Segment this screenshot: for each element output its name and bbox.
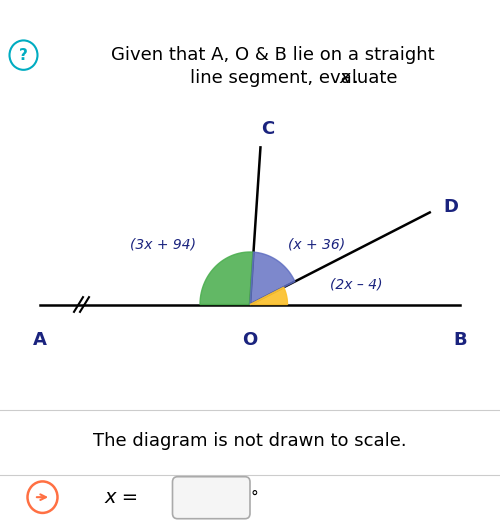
Text: C: C [262, 120, 274, 138]
Text: D: D [444, 198, 459, 216]
Text: line segment, evaluate: line segment, evaluate [190, 69, 403, 87]
Text: x =: x = [105, 488, 139, 507]
Text: .: . [352, 69, 358, 87]
Polygon shape [200, 252, 254, 304]
Text: O: O [242, 331, 258, 349]
Text: A: A [33, 331, 47, 349]
Text: (x + 36): (x + 36) [288, 237, 344, 251]
FancyBboxPatch shape [172, 477, 250, 519]
Polygon shape [250, 252, 295, 304]
Text: (3x + 94): (3x + 94) [130, 237, 196, 251]
Polygon shape [250, 287, 288, 304]
Text: ?: ? [19, 48, 28, 62]
Text: (2x – 4): (2x – 4) [330, 278, 382, 291]
Text: °: ° [250, 490, 258, 505]
Text: B: B [453, 331, 467, 349]
Text: x: x [340, 69, 350, 87]
Text: Given that A, O & B lie on a straight: Given that A, O & B lie on a straight [110, 46, 434, 64]
Text: The diagram is not drawn to scale.: The diagram is not drawn to scale. [93, 432, 407, 450]
